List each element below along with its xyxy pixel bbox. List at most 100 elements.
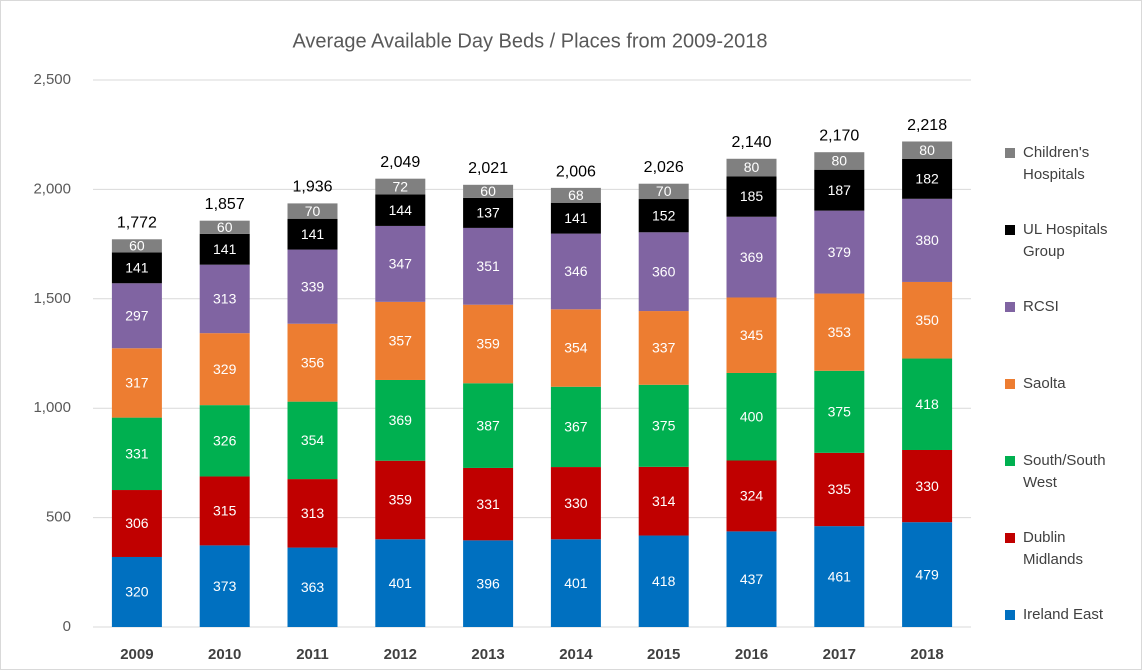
bar-segment — [902, 449, 953, 523]
bar-segment — [463, 184, 514, 198]
data-label: 350 — [915, 312, 939, 328]
data-label: 347 — [389, 256, 413, 272]
bar-segment — [287, 218, 338, 250]
bar-segment — [902, 141, 953, 159]
data-label: 346 — [564, 263, 588, 279]
data-label: 369 — [389, 412, 413, 428]
total-label: 2,006 — [556, 163, 596, 180]
legend-entry: Dublin Midlands — [1005, 527, 1135, 571]
bar-segment — [726, 176, 777, 217]
data-label: 396 — [476, 575, 500, 591]
data-label: 324 — [740, 488, 764, 504]
legend-swatch — [1005, 148, 1015, 158]
legend-swatch — [1005, 379, 1015, 389]
bar-segment — [287, 249, 338, 324]
data-label: 68 — [568, 187, 584, 203]
data-label: 141 — [301, 226, 325, 242]
data-label: 401 — [389, 575, 413, 591]
data-label: 152 — [652, 207, 676, 223]
bar-segment — [375, 301, 426, 380]
bar-segment — [199, 233, 250, 265]
legend-swatch — [1005, 225, 1015, 235]
bar-segment — [199, 545, 250, 627]
bar-segment — [111, 556, 162, 627]
legend-label: Dublin Midlands — [1023, 529, 1084, 568]
data-label: 314 — [652, 493, 676, 509]
data-label: 345 — [740, 327, 764, 343]
bar-segment — [287, 323, 338, 402]
bar-segment — [814, 370, 865, 453]
bar-segment — [463, 383, 514, 468]
data-label: 72 — [393, 178, 409, 194]
data-label: 313 — [213, 291, 237, 307]
bar-segment — [287, 401, 338, 480]
bar-segment — [638, 311, 689, 385]
x-tick-label: 2016 — [735, 646, 768, 663]
data-label: 353 — [828, 324, 852, 340]
total-label: 2,049 — [380, 154, 420, 171]
bar-segment — [550, 386, 601, 468]
bar-segment — [463, 197, 514, 228]
bar-segment — [199, 220, 250, 234]
legend-swatch — [1005, 456, 1015, 466]
bar-segment — [550, 202, 601, 234]
legend-label: Saolta — [1023, 375, 1066, 392]
bar-segment — [111, 252, 162, 284]
bar-segment — [550, 233, 601, 310]
bar-segment — [902, 281, 953, 359]
chart-title: Average Available Day Beds / Places from… — [292, 30, 767, 52]
x-tick-label: 2009 — [120, 646, 153, 663]
bar-segment — [814, 526, 865, 627]
bar-segment — [463, 467, 514, 541]
data-label: 144 — [389, 202, 413, 218]
bar-segment — [375, 178, 426, 195]
bar-segment — [111, 490, 162, 557]
bar-segment — [638, 384, 689, 467]
data-label: 375 — [652, 418, 676, 434]
data-label: 331 — [125, 446, 149, 462]
data-label: 80 — [744, 159, 760, 175]
data-label: 360 — [652, 263, 676, 279]
data-label: 354 — [301, 432, 325, 448]
data-label: 379 — [828, 244, 852, 260]
total-label: 2,021 — [468, 160, 508, 177]
bar-segment — [111, 417, 162, 491]
data-label: 330 — [564, 495, 588, 511]
data-label: 356 — [301, 354, 325, 370]
data-label: 185 — [740, 188, 764, 204]
data-label: 367 — [564, 419, 588, 435]
data-label: 313 — [301, 505, 325, 521]
data-label: 141 — [213, 241, 237, 257]
data-label: 187 — [828, 182, 852, 198]
data-label: 329 — [213, 361, 237, 377]
data-label: 375 — [828, 404, 852, 420]
bar-segment — [199, 476, 250, 546]
data-label: 330 — [915, 478, 939, 494]
y-tick-label: 2,000 — [33, 180, 71, 197]
bar-segment — [814, 293, 865, 371]
data-label: 70 — [656, 183, 672, 199]
data-label: 418 — [915, 396, 939, 412]
legend-label: UL Hospitals Group — [1023, 221, 1108, 260]
bar-segment — [199, 264, 250, 334]
data-label: 418 — [652, 573, 676, 589]
bar-segment — [287, 547, 338, 627]
bar-segment — [638, 232, 689, 312]
bar-segment — [726, 460, 777, 532]
bar-segment — [463, 304, 514, 384]
bar-segment — [814, 169, 865, 211]
bar-segment — [814, 452, 865, 527]
data-label: 317 — [125, 375, 149, 391]
bar-segment — [199, 333, 250, 406]
bar-segment — [550, 467, 601, 540]
bar-segment — [111, 239, 162, 253]
total-label: 2,218 — [907, 117, 947, 134]
total-label: 2,170 — [819, 127, 859, 144]
x-tick-label: 2010 — [208, 646, 241, 663]
y-tick-label: 0 — [63, 618, 71, 635]
bar-segment — [375, 379, 426, 461]
legend-swatch — [1005, 302, 1015, 312]
x-tick-label: 2017 — [823, 646, 856, 663]
data-label: 387 — [476, 417, 500, 433]
